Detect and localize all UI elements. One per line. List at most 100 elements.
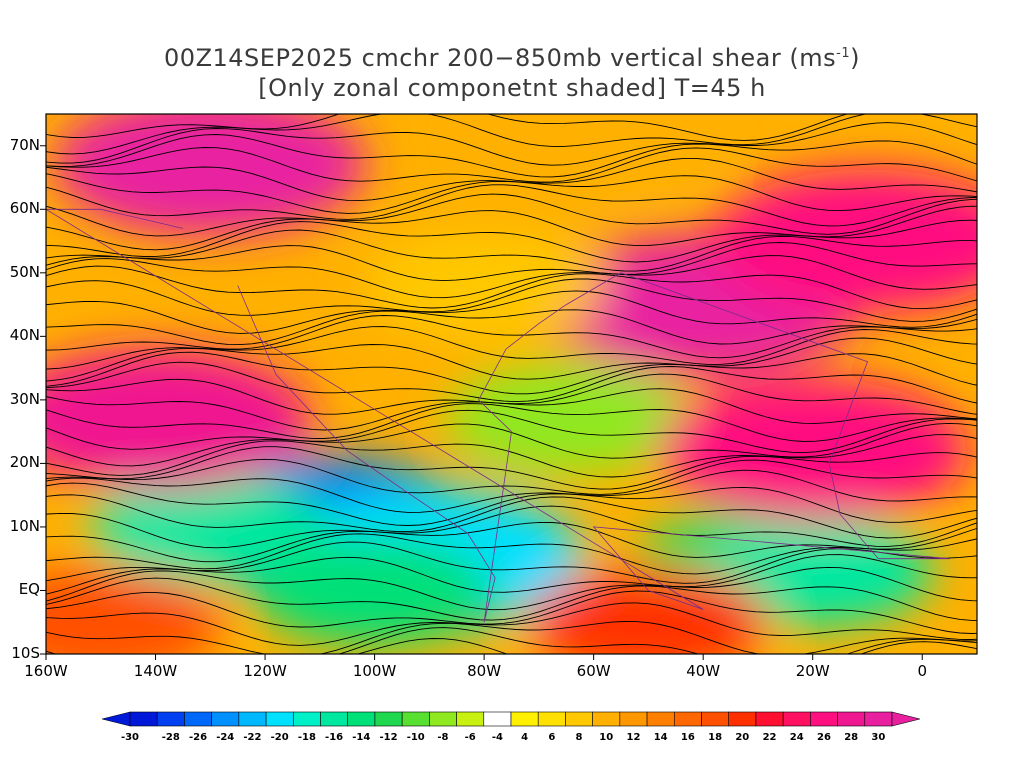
coastline [46, 208, 950, 623]
lat-label: 20N [9, 453, 40, 472]
shear-field [46, 114, 977, 654]
title-superscript: -1 [836, 46, 851, 61]
colorbar-label: 8 [575, 732, 583, 743]
streamline [46, 184, 977, 227]
streamline [46, 422, 977, 467]
streamline [46, 361, 977, 404]
lon-label: 40W [686, 662, 721, 680]
shear-region [711, 169, 977, 313]
colorbar-label: -12 [379, 732, 398, 743]
streamline [46, 494, 977, 539]
streamline [46, 566, 977, 611]
colorbar-label: 10 [599, 732, 614, 743]
lat-label: 50N [9, 262, 40, 281]
streamline [46, 315, 977, 359]
shear-region [364, 230, 605, 341]
streamline [46, 458, 977, 495]
colorbar-swatch [184, 711, 212, 727]
colorbar-swatch [238, 711, 267, 727]
colorbar-label: 22 [762, 732, 777, 743]
streamline [46, 242, 977, 282]
colorbar-label: 14 [653, 732, 668, 743]
colorbar-swatch [701, 711, 730, 727]
colorbar-swatch [565, 711, 593, 727]
streamline [46, 205, 977, 251]
streamline [46, 409, 977, 454]
colorbar-label: -24 [216, 732, 235, 743]
lat-label: 40N [9, 326, 40, 345]
colorbar-swatch [782, 711, 811, 727]
title-end: ) [850, 44, 860, 72]
streamline [46, 337, 977, 382]
colorbar-label: -20 [270, 732, 289, 743]
colorbar-swatch [592, 711, 621, 727]
lat-label: EQ [18, 580, 40, 599]
streamline [46, 229, 977, 272]
streamline [46, 290, 977, 334]
colorbar-label: 6 [548, 732, 556, 743]
streamline [46, 482, 977, 526]
streamline [46, 173, 977, 214]
colorbar-label: 24 [789, 732, 804, 743]
shear-region [473, 114, 714, 189]
streamline [46, 122, 977, 166]
colorbar-label: 30 [871, 732, 886, 743]
shear-region [254, 535, 495, 646]
colorbar-label: -18 [297, 732, 316, 743]
axis-ticks [40, 145, 923, 660]
colorbar-label: 18 [708, 732, 723, 743]
colorbar-swatch [456, 711, 485, 727]
streamline [46, 193, 977, 237]
streamline [46, 627, 977, 654]
streamline [46, 577, 977, 621]
title-text: 00Z14SEP2025 cmchr 200−850mb vertical sh… [164, 44, 837, 72]
streamline [46, 309, 977, 346]
colorbar-swatch [646, 711, 675, 727]
colorbar-max-arrow [891, 711, 921, 727]
colorbar-swatch [728, 711, 757, 727]
colorbar-swatch [837, 711, 866, 727]
lon-label: 0 [917, 662, 927, 680]
colorbar-swatch [510, 711, 539, 727]
colorbar-swatch [810, 711, 838, 727]
colorbar-label: -26 [188, 732, 208, 743]
streamline [46, 590, 977, 634]
colorbar-swatch [265, 711, 294, 727]
streamline [46, 219, 977, 263]
shear-region [446, 363, 687, 474]
shear-region [46, 347, 312, 491]
colorbar-swatch [537, 711, 566, 727]
streamline [46, 388, 977, 431]
streamline [46, 147, 977, 183]
shear-region [54, 114, 367, 237]
chart-title-line2: [Only zonal componetnt shaded] T=45 h [258, 74, 766, 102]
streamline [46, 434, 977, 478]
colorbar-min-arrow [101, 711, 131, 727]
streamline [46, 602, 977, 646]
colorbar-swatch [129, 711, 158, 727]
streamline [46, 554, 977, 595]
colorbar-swatch [755, 711, 784, 727]
lat-label: 60N [9, 199, 40, 218]
colorbar-label: 4 [521, 732, 529, 743]
colorbar-label: -22 [243, 732, 262, 743]
colorbar-label: -30 [120, 732, 140, 743]
colorbar-swatch [292, 711, 321, 727]
colorbar-swatch [347, 711, 376, 727]
streamline [46, 255, 977, 299]
streamline [46, 351, 977, 395]
chart-title-line1: 00Z14SEP2025 cmchr 200−850mb vertical sh… [0, 44, 1024, 72]
colorbar-swatch [320, 711, 349, 727]
lon-label: 100W [352, 662, 397, 680]
streamline [46, 521, 977, 563]
colorbar-swatch [374, 711, 403, 727]
lon-label: 80W [467, 662, 502, 680]
colorbar-label: 28 [844, 732, 859, 743]
shear-region [528, 567, 769, 654]
streamline [46, 265, 977, 310]
colorbar-label: -16 [325, 732, 344, 743]
streamline [46, 469, 977, 513]
map-frame [45, 113, 978, 655]
streamline [46, 114, 977, 155]
